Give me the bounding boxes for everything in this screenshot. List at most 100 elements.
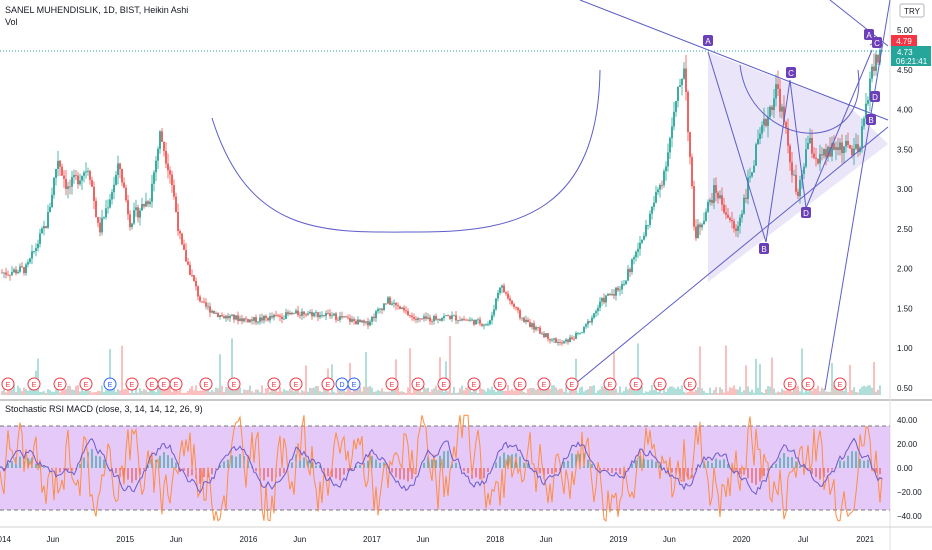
volume-bar xyxy=(275,386,277,395)
candle-body xyxy=(727,214,729,218)
volume-bar xyxy=(307,391,309,395)
trend-line xyxy=(789,79,807,209)
volume-bar xyxy=(449,335,451,395)
candle-body xyxy=(807,143,809,150)
candle-body xyxy=(81,175,83,181)
candle-body xyxy=(415,318,417,320)
volume-bar xyxy=(781,388,783,395)
volume-bar xyxy=(687,391,689,395)
candle-body xyxy=(433,316,435,322)
volume-bar xyxy=(757,387,759,395)
candle-body xyxy=(307,313,309,315)
candle-body xyxy=(583,326,585,333)
volume-bar xyxy=(203,390,205,395)
volume-bar xyxy=(617,392,619,395)
candle-body xyxy=(461,319,463,321)
event-marker-letter: E xyxy=(84,382,89,389)
candle-body xyxy=(737,225,739,231)
event-marker xyxy=(437,377,451,391)
candle-body xyxy=(459,320,461,322)
candle-body xyxy=(787,127,789,146)
candle-body xyxy=(37,243,39,249)
candle-body xyxy=(195,280,197,287)
harmonic-pattern-layer xyxy=(708,52,888,282)
volume-bar xyxy=(575,358,577,395)
candle-body xyxy=(611,294,613,296)
volume-bar xyxy=(611,388,613,395)
candle-body xyxy=(517,307,519,311)
volume-bar xyxy=(789,388,791,395)
candle-body xyxy=(27,262,29,265)
volume-bar xyxy=(859,388,861,395)
candle-body xyxy=(425,316,427,319)
volume-bar xyxy=(425,388,427,395)
candle-body xyxy=(647,224,649,226)
candle-body xyxy=(699,224,701,228)
candle-body xyxy=(845,140,847,147)
event-marker-letter: E xyxy=(108,382,113,389)
volume-bar xyxy=(695,389,697,395)
candle-body xyxy=(209,306,211,313)
volume-bar xyxy=(629,387,631,395)
candle-body xyxy=(361,320,363,323)
volume-bar xyxy=(457,392,459,395)
candle-body xyxy=(605,295,607,303)
candle-body xyxy=(381,308,383,310)
red-price-value: 4.79 xyxy=(896,37,912,46)
volume-bar xyxy=(163,389,165,395)
candle-body xyxy=(297,310,299,315)
candle-body xyxy=(707,201,709,212)
candle-body xyxy=(623,284,625,285)
candle-body xyxy=(49,207,51,213)
candle-body xyxy=(215,312,217,314)
event-marker-letter: E xyxy=(130,382,135,389)
candle-body xyxy=(319,315,321,318)
event-marker-letter: E xyxy=(838,382,843,389)
volume-bar xyxy=(269,391,271,395)
candle-body xyxy=(485,324,487,326)
volume-bar xyxy=(253,392,255,395)
candle-body xyxy=(303,311,305,315)
candle-body xyxy=(797,191,799,197)
candle-body xyxy=(751,172,753,177)
candle-body xyxy=(475,319,477,325)
candle-body xyxy=(87,171,89,172)
candle-body xyxy=(385,303,387,305)
candle-body xyxy=(351,319,353,322)
volume-bar xyxy=(507,385,509,395)
volume-bar xyxy=(791,391,793,395)
candle-body xyxy=(711,199,713,203)
volume-bar xyxy=(411,392,413,395)
volume-bar xyxy=(417,387,419,395)
candle-body xyxy=(567,339,569,343)
candle-body xyxy=(655,192,657,203)
candle-body xyxy=(717,192,719,199)
candle-body xyxy=(269,315,271,321)
volume-bar xyxy=(299,392,301,395)
candle-body xyxy=(103,217,105,218)
volume-bar xyxy=(343,385,345,395)
candle-body xyxy=(873,66,875,71)
volume-bar xyxy=(463,390,465,395)
volume-bar xyxy=(837,388,839,395)
volume-bar xyxy=(777,391,779,395)
candle-body xyxy=(641,239,643,243)
volume-bar xyxy=(167,385,169,395)
currency-button[interactable] xyxy=(899,3,925,18)
candle-body xyxy=(225,315,227,319)
volume-bar xyxy=(17,385,19,395)
volume-bar xyxy=(271,388,273,395)
candle-body xyxy=(725,212,727,215)
candle-body xyxy=(43,226,45,229)
candle-body xyxy=(437,319,439,320)
pattern-point-text: A xyxy=(866,31,872,40)
event-marker-letter: E xyxy=(472,382,477,389)
volume-bar xyxy=(525,392,527,395)
candle-body xyxy=(63,175,65,179)
candle-body xyxy=(257,321,259,323)
candle-body xyxy=(31,251,33,259)
volume-bar xyxy=(877,389,879,395)
volume-bar xyxy=(831,362,833,395)
candle-body xyxy=(497,292,499,299)
volume-bar xyxy=(673,387,675,395)
